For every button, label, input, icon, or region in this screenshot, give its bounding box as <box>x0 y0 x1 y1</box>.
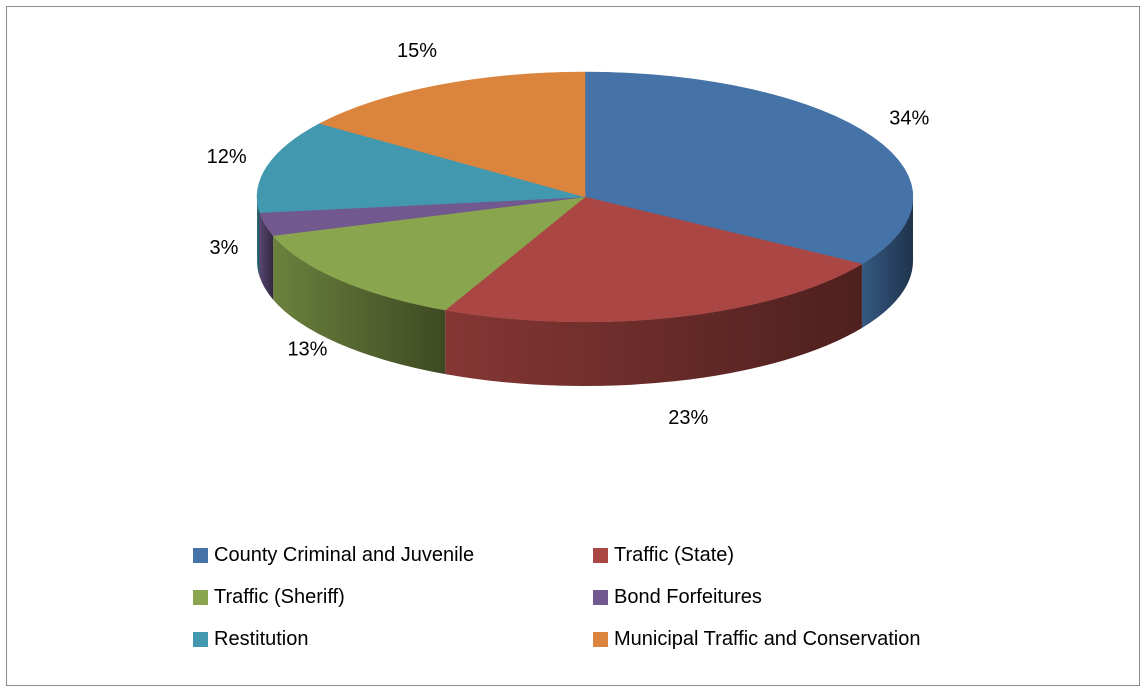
pie-slice <box>256 123 586 213</box>
pie-side-0 <box>861 197 913 328</box>
pie-side-3 <box>259 212 274 300</box>
pie-side-4 <box>257 197 260 277</box>
pie-chart: 34% 23% 13% 3% 12% 15% <box>207 40 930 429</box>
pie-side-walls <box>257 197 913 386</box>
legend-label: Traffic (State) <box>614 543 735 566</box>
pie-data-label: 23% <box>668 407 708 429</box>
pie-slice <box>318 71 586 198</box>
pie-top-faces <box>256 71 914 323</box>
legend-swatch <box>193 589 208 605</box>
pie-data-labels: 34% 23% 13% 3% 12% 15% <box>207 40 930 429</box>
pie-data-label: 13% <box>287 338 327 360</box>
legend-item-traffic-state: Traffic (State) <box>593 535 734 575</box>
legend-item-municipal-traffic: Municipal Traffic and Conservation <box>593 619 920 659</box>
legend-label: Municipal Traffic and Conservation <box>614 627 921 650</box>
legend-swatch <box>193 547 208 563</box>
pie-slice <box>444 196 863 323</box>
legend-label: County Criminal and Juvenile <box>214 543 475 566</box>
legend-label: Restitution <box>214 627 309 650</box>
legend-label: Bond Forfeitures <box>614 585 762 608</box>
legend-swatch <box>593 631 608 647</box>
pie-side-1 <box>445 263 862 386</box>
legend-label: Traffic (Sheriff) <box>214 585 345 608</box>
legend-swatch <box>593 589 608 605</box>
legend-item-traffic-sheriff: Traffic (Sheriff) <box>193 577 345 617</box>
pie-data-label: 15% <box>397 40 437 62</box>
legend-swatch <box>193 631 208 647</box>
pie-data-label: 12% <box>207 146 247 168</box>
pie-data-label: 34% <box>889 108 929 130</box>
pie-slice <box>584 71 914 265</box>
legend-swatch <box>593 547 608 563</box>
legend-item-bond-forfeitures: Bond Forfeitures <box>593 577 762 617</box>
pie-slice <box>272 196 586 311</box>
pie-side-2 <box>273 235 446 375</box>
legend-item-county-criminal: County Criminal and Juvenile <box>193 535 474 575</box>
pie-data-label: 3% <box>209 237 238 259</box>
legend-item-restitution: Restitution <box>193 619 309 659</box>
chart-area: 34% 23% 13% 3% 12% 15% County Criminal and Ju… <box>6 6 1140 686</box>
